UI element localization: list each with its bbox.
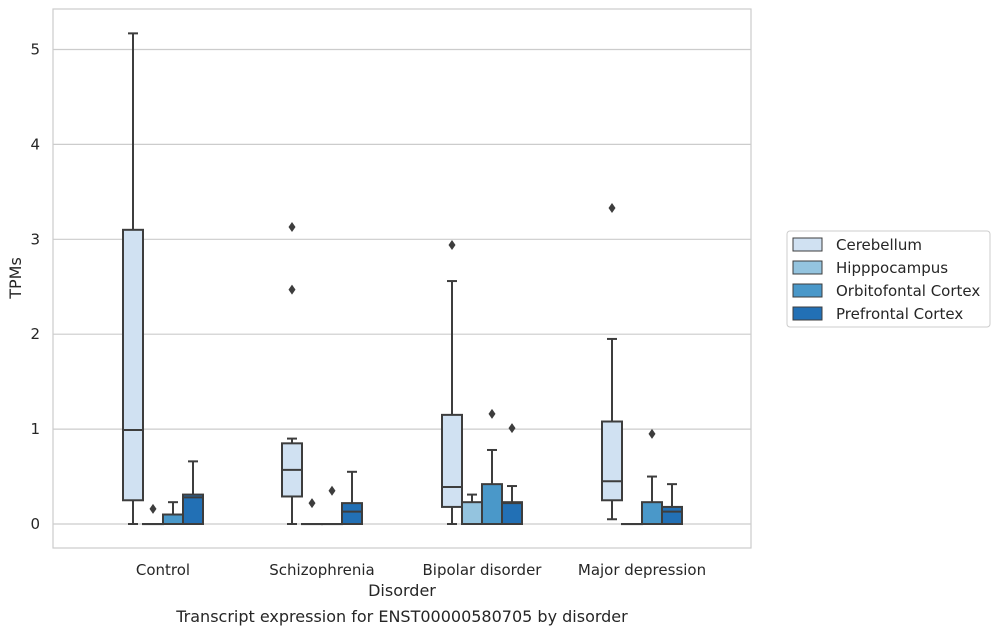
outlier-point (648, 428, 656, 439)
x-tick-label: Schizophrenia (269, 561, 374, 579)
gridlines (53, 48, 751, 525)
y-tick-label: 0 (30, 515, 40, 533)
y-tick-label: 5 (30, 41, 40, 59)
y-axis-ticks: 0 1 2 3 4 5 (30, 41, 40, 534)
box-2-3 (641, 428, 663, 526)
box-0-1 (281, 221, 303, 525)
legend-swatch-1 (792, 260, 823, 275)
legend-label-1: Hipppocampus (836, 259, 948, 277)
plot-frame (52, 8, 752, 549)
legend-frame (786, 230, 991, 328)
x-axis-title: Disorder (368, 581, 436, 600)
legend-label-3: Prefrontal Cortex (836, 305, 963, 323)
box-0-3 (601, 202, 623, 521)
outlier-point (149, 503, 157, 514)
box-3-2 (501, 423, 523, 526)
y-tick-label: 1 (30, 420, 40, 438)
legend-swatch-3 (792, 306, 823, 321)
box-body (641, 501, 663, 526)
box-2-2 (481, 408, 503, 525)
x-tick-label: Bipolar disorder (423, 561, 543, 579)
legend: Cerebellum Hipppocampus Orbitofontal Corte… (786, 230, 991, 328)
y-tick-label: 2 (30, 325, 40, 343)
outlier-point (288, 284, 296, 295)
chart-caption: Transcript expression for ENST0000058070… (175, 607, 628, 626)
box-body (122, 228, 144, 502)
outlier-point (448, 239, 456, 250)
outlier-point (328, 485, 336, 496)
box-1-0 (142, 503, 164, 526)
y-axis-title: TPMs (6, 257, 25, 300)
box-body (341, 502, 363, 526)
box-body (182, 493, 204, 525)
box-body (501, 501, 523, 526)
box-3-0 (182, 460, 204, 525)
outlier-point (488, 408, 496, 419)
box-2-0 (162, 501, 184, 526)
legend-label-2: Orbitofontal Cortex (836, 282, 980, 300)
x-tick-label: Control (136, 561, 190, 579)
box-body (441, 413, 463, 508)
legend-label-0: Cerebellum (836, 236, 922, 254)
box-body (481, 483, 503, 525)
y-tick-label: 3 (30, 230, 40, 248)
box-series (122, 32, 683, 526)
box-body (601, 420, 623, 502)
box-0-0 (122, 32, 144, 525)
box-0-2 (441, 239, 463, 525)
box-3-1 (341, 470, 363, 526)
box-1-1 (301, 498, 323, 526)
box-body (461, 501, 483, 526)
box-1-2 (461, 493, 483, 526)
x-axis-ticks: Control Schizophrenia Bipolar disorder Majo… (136, 561, 706, 579)
outlier-point (308, 498, 316, 509)
box-body (162, 513, 184, 526)
box-body (661, 505, 683, 525)
box-2-1 (321, 485, 343, 526)
y-tick-label: 4 (30, 135, 40, 153)
outlier-point (608, 202, 616, 213)
legend-swatch-2 (792, 283, 823, 298)
legend-swatch-0 (792, 237, 823, 252)
x-tick-label: Major depression (578, 561, 706, 579)
outlier-point (288, 221, 296, 232)
outlier-point (508, 423, 516, 434)
box-3-3 (661, 483, 683, 525)
